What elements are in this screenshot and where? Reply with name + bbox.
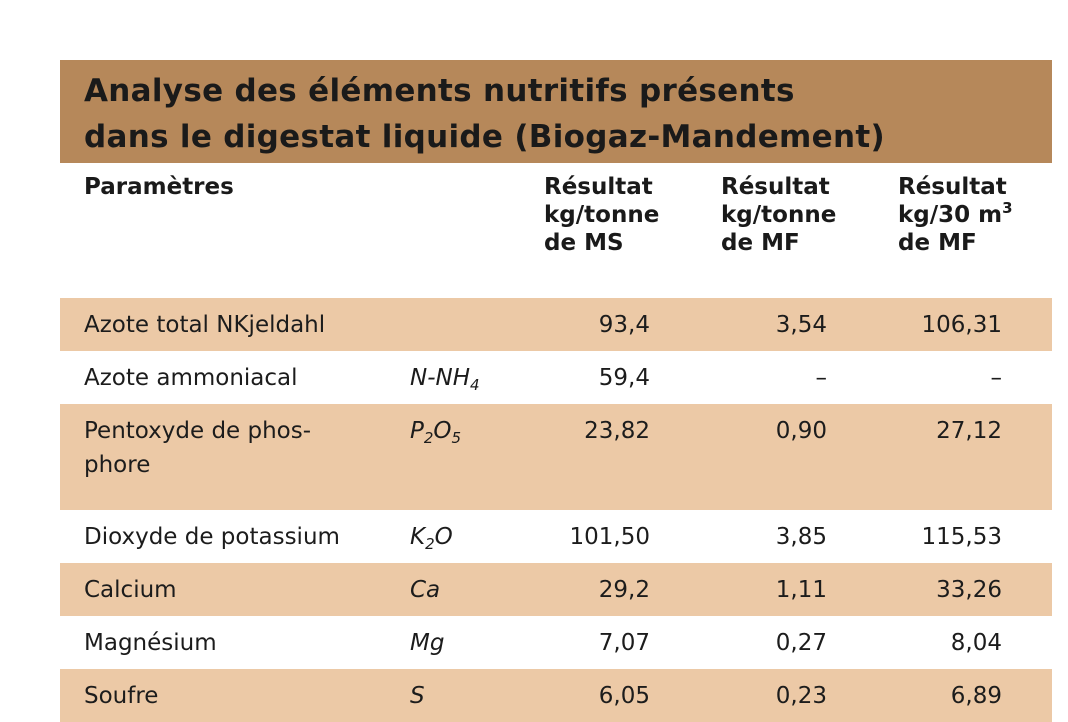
value-kg-30m3-mf: 33,26 — [936, 577, 1002, 603]
value-kg-tonne-ms: 101,50 — [569, 524, 650, 550]
value-kg-30m3-mf: 106,31 — [921, 312, 1002, 338]
param-label: Magnésium — [84, 630, 217, 656]
header-kg-tonne-mf: Résultat kg/tonne de MF — [721, 174, 837, 256]
value-kg-tonne-ms: 93,4 — [598, 312, 650, 338]
param-label: Pentoxyde de phos- — [84, 418, 312, 444]
value-kg-tonne-mf: 0,90 — [775, 418, 827, 444]
symbol-text: N-NH — [410, 365, 471, 391]
symbol-text: O — [434, 524, 453, 550]
symbol-subscript: 2 — [423, 429, 434, 447]
param-cell: Magnésium — [84, 626, 217, 660]
value-kg-tonne-mf: 0,23 — [775, 683, 827, 709]
param-cell: Azote total NKjeldahl — [84, 308, 325, 342]
nutrient-table-panel: Analyse des éléments nutritifs présents … — [60, 60, 1052, 722]
value-kg-tonne-ms: 6,05 — [598, 683, 650, 709]
value-kg-30m3-mf: 8,04 — [950, 630, 1002, 656]
param-cell: Soufre — [84, 679, 158, 713]
table-row: Pentoxyde de phos-phore P2O5 23,82 0,90 27,1… — [60, 404, 1052, 510]
value-kg-tonne-mf: 0,27 — [775, 630, 827, 656]
param-label: Soufre — [84, 683, 159, 709]
symbol-text: Ca — [410, 577, 441, 603]
value-kg-30m3-mf: 6,89 — [950, 683, 1002, 709]
symbol-text: K — [410, 524, 426, 550]
value-kg-30m3-mf: 27,12 — [936, 418, 1002, 444]
symbol-text: O — [433, 418, 452, 444]
param-cell: Azote ammoniacal — [84, 361, 298, 395]
chemical-symbol: Mg — [410, 626, 444, 660]
value-kg-30m3-mf: – — [990, 365, 1003, 391]
param-label: Azote ammoniacal — [84, 365, 298, 391]
chemical-symbol: S — [410, 679, 425, 713]
param-label-continued: phore — [84, 452, 151, 478]
param-cell: Calcium — [84, 573, 177, 607]
value-kg-tonne-mf: 3,54 — [775, 312, 827, 338]
value-kg-tonne-mf: 3,85 — [775, 524, 827, 550]
table-header-row: Paramètres Résultat kg/tonne de MS Résul… — [60, 163, 1052, 298]
table-row: Azote total NKjeldahl 93,4 3,54 106,31 — [60, 298, 1052, 351]
table-title-box: Analyse des éléments nutritifs présents … — [60, 60, 1052, 163]
table-title-line-1: Analyse des éléments nutritifs présents — [84, 73, 795, 109]
value-kg-tonne-ms: 29,2 — [598, 577, 650, 603]
chemical-symbol: Ca — [410, 573, 440, 607]
symbol-text: Mg — [410, 630, 445, 656]
value-kg-30m3-mf: 115,53 — [921, 524, 1002, 550]
table-row: Magnésium Mg 7,07 0,27 8,04 — [60, 616, 1052, 669]
chemical-symbol: P2O5 — [410, 414, 461, 448]
value-kg-tonne-ms: 7,07 — [598, 630, 650, 656]
symbol-subscript: 4 — [470, 376, 480, 394]
header-kg-30m3-mf: Résultat kg/30 m3 de MF — [898, 174, 1013, 256]
chemical-symbol: K2O — [410, 520, 453, 554]
header-parametres: Paramètres — [84, 174, 234, 200]
symbol-subscript: 2 — [425, 535, 435, 553]
header-kg-tonne-ms: Résultat kg/tonne de MS — [544, 174, 660, 256]
table-row: Azote ammoniacal N-NH4 59,4 – – — [60, 351, 1052, 404]
symbol-text: P — [410, 418, 424, 444]
value-kg-tonne-ms: 59,4 — [598, 365, 650, 391]
table-row: Calcium Ca 29,2 1,11 33,26 — [60, 563, 1052, 616]
chemical-symbol: N-NH4 — [410, 361, 480, 395]
param-label: Azote total NKjeldahl — [84, 312, 326, 338]
value-kg-tonne-mf: 1,11 — [775, 577, 827, 603]
param-label: Dioxyde de potassium — [84, 524, 340, 550]
table-title-line-2: dans le digestat liquide (Biogaz-Mandeme… — [84, 119, 885, 155]
value-kg-tonne-mf: – — [815, 365, 828, 391]
symbol-subscript: 5 — [451, 429, 462, 447]
symbol-text: S — [410, 683, 425, 709]
param-label: Calcium — [84, 577, 177, 603]
param-cell: Dioxyde de potassium — [84, 520, 340, 554]
table-row: Dioxyde de potassium K2O 101,50 3,85 115,53 — [60, 510, 1052, 563]
table-row: Soufre S 6,05 0,23 6,89 — [60, 669, 1052, 722]
value-kg-tonne-ms: 23,82 — [584, 418, 650, 444]
param-cell: Pentoxyde de phos-phore — [84, 414, 311, 482]
